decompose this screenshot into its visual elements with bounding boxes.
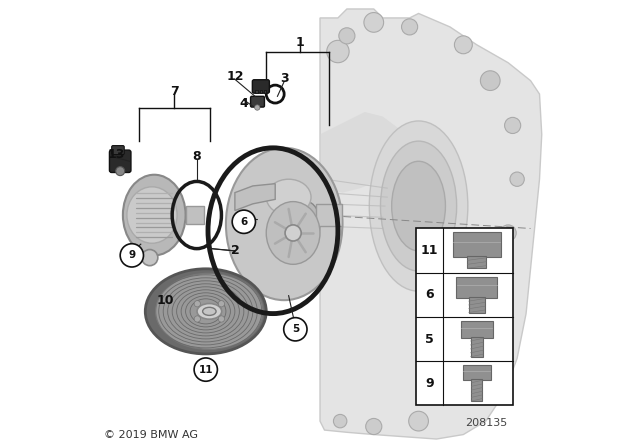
Polygon shape [320, 9, 541, 439]
Text: 13: 13 [108, 148, 125, 161]
Ellipse shape [293, 202, 320, 246]
Circle shape [454, 36, 472, 54]
Bar [467, 256, 486, 268]
FancyBboxPatch shape [112, 146, 124, 155]
Circle shape [333, 414, 347, 428]
Ellipse shape [369, 121, 468, 291]
FancyBboxPatch shape [252, 80, 269, 93]
Bar [264, 90, 266, 93]
FancyBboxPatch shape [453, 233, 500, 257]
FancyBboxPatch shape [463, 365, 491, 379]
Circle shape [472, 331, 491, 350]
Text: 11: 11 [421, 244, 438, 257]
Circle shape [481, 71, 500, 90]
Bar [417, 228, 513, 405]
Circle shape [232, 210, 255, 233]
Ellipse shape [127, 187, 177, 243]
Ellipse shape [392, 161, 445, 251]
Ellipse shape [123, 175, 186, 255]
Ellipse shape [156, 273, 263, 349]
Circle shape [218, 316, 225, 322]
Circle shape [500, 225, 516, 241]
Text: 2: 2 [230, 244, 239, 258]
FancyBboxPatch shape [251, 96, 264, 107]
Ellipse shape [266, 202, 320, 264]
Circle shape [365, 418, 382, 435]
Circle shape [255, 105, 260, 110]
Text: 208135: 208135 [465, 418, 507, 428]
Bar [260, 90, 262, 93]
Circle shape [218, 301, 225, 307]
Text: 6: 6 [240, 217, 248, 227]
Ellipse shape [266, 179, 311, 215]
Text: 8: 8 [193, 150, 201, 164]
Circle shape [141, 250, 158, 266]
FancyBboxPatch shape [109, 150, 131, 172]
Circle shape [116, 167, 125, 176]
Circle shape [409, 411, 428, 431]
Ellipse shape [226, 148, 342, 300]
Bar [255, 90, 258, 93]
Text: 11: 11 [198, 365, 213, 375]
Circle shape [284, 318, 307, 341]
Text: 12: 12 [226, 69, 244, 83]
Bar [470, 337, 483, 357]
Circle shape [339, 28, 355, 44]
Text: 1: 1 [296, 36, 304, 49]
Text: 9: 9 [426, 377, 434, 390]
Bar [186, 206, 204, 224]
Circle shape [194, 358, 218, 381]
Circle shape [285, 225, 301, 241]
Text: 10: 10 [157, 293, 174, 307]
FancyBboxPatch shape [456, 277, 497, 298]
Circle shape [401, 19, 418, 35]
Circle shape [504, 117, 521, 134]
Polygon shape [235, 184, 275, 211]
Circle shape [364, 13, 383, 32]
Circle shape [194, 316, 200, 322]
FancyBboxPatch shape [461, 321, 493, 337]
Ellipse shape [197, 304, 221, 319]
Ellipse shape [145, 269, 266, 354]
Bar [472, 379, 482, 401]
Bar [468, 297, 485, 313]
Text: 7: 7 [170, 85, 179, 99]
Text: 4: 4 [239, 96, 248, 110]
Text: 3: 3 [280, 72, 289, 85]
Text: 5: 5 [426, 332, 434, 345]
Text: © 2019 BMW AG: © 2019 BMW AG [104, 430, 198, 439]
Circle shape [446, 377, 463, 393]
Ellipse shape [203, 307, 216, 315]
Text: 9: 9 [128, 250, 136, 260]
Text: 6: 6 [426, 289, 434, 302]
Bar [316, 204, 342, 226]
Circle shape [510, 172, 524, 186]
Circle shape [327, 40, 349, 63]
Polygon shape [320, 112, 410, 193]
Text: 5: 5 [292, 324, 299, 334]
Circle shape [194, 301, 200, 307]
Ellipse shape [380, 141, 457, 271]
Circle shape [490, 278, 508, 296]
Circle shape [120, 244, 143, 267]
